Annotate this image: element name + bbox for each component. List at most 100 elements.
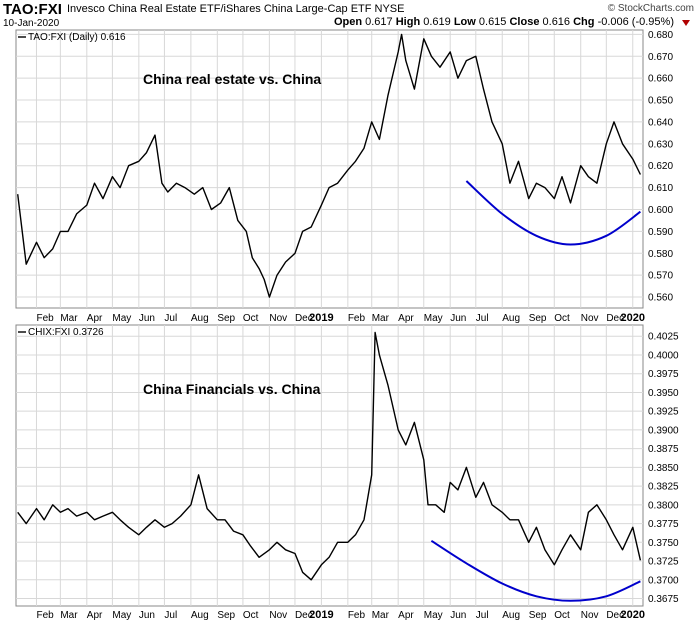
brand-watermark: © StockCharts.com	[607, 3, 694, 14]
y-tick-label: 0.3750	[648, 538, 679, 549]
x-tick-label: Aug	[502, 610, 520, 621]
y-tick-label: 0.630	[648, 139, 673, 150]
x-tick-label: Jul	[164, 610, 177, 621]
y-tick-label: 0.3925	[648, 407, 679, 418]
x-tick-label: May	[112, 313, 131, 324]
x-tick-label: Dec	[606, 610, 624, 621]
x-tick-label: 2020	[621, 312, 645, 324]
panel-annotation: China Financials vs. China	[143, 381, 321, 397]
x-tick-label: 2020	[621, 609, 645, 621]
low-label: Low	[453, 16, 476, 28]
x-tick-label: Aug	[191, 313, 209, 324]
chg-value: -0.006 (-0.95%)	[597, 16, 674, 28]
y-tick-label: 0.3825	[648, 482, 679, 493]
price-series-line	[17, 331, 642, 581]
y-tick-label: 0.600	[648, 205, 673, 216]
y-tick-label: 0.3725	[648, 557, 679, 568]
price-series-line	[17, 33, 642, 298]
x-tick-label: Oct	[554, 610, 570, 621]
x-tick-label: Sep	[217, 610, 235, 621]
y-tick-label: 0.580	[648, 249, 673, 260]
x-tick-label: Mar	[372, 610, 390, 621]
chart-date: 10-Jan-2020	[3, 18, 60, 29]
symbol-description: Invesco China Real Estate ETF/iShares Ch…	[67, 3, 405, 15]
y-tick-label: 0.3900	[648, 425, 679, 436]
x-tick-label: Sep	[529, 610, 547, 621]
panel-legend-label: TAO:FXI (Daily) 0.616	[28, 32, 126, 43]
x-tick-label: Mar	[60, 313, 78, 324]
x-tick-label: Apr	[87, 610, 103, 621]
x-tick-label: Jun	[450, 313, 466, 324]
chg-label: Chg	[573, 16, 595, 28]
y-tick-label: 0.3700	[648, 575, 679, 586]
y-tick-label: 0.3850	[648, 463, 679, 474]
x-tick-label: Feb	[348, 313, 366, 324]
y-tick-label: 0.3975	[648, 369, 679, 380]
chart-panel-2: 0.3675 0.3700 0.3725 0.3750 0.3775 0.3800 0.38…	[15, 324, 679, 621]
x-tick-label: Feb	[36, 610, 54, 621]
y-tick-label: 0.620	[648, 161, 673, 172]
y-tick-label: 0.640	[648, 117, 673, 128]
x-tick-label: Jul	[164, 313, 177, 324]
x-tick-label: Sep	[529, 313, 547, 324]
x-tick-label: Nov	[581, 610, 599, 621]
trend-curve	[465, 180, 641, 246]
x-tick-label: Aug	[502, 313, 520, 324]
y-tick-label: 0.670	[648, 52, 673, 63]
x-tick-label: Jul	[476, 313, 489, 324]
panel-legend-label: CHIX:FXI 0.3726	[28, 327, 104, 338]
x-tick-label: Apr	[398, 313, 414, 324]
chart-header: TAO:FXI Invesco China Real Estate ETF/iS…	[0, 0, 700, 30]
x-tick-label: Aug	[191, 610, 209, 621]
x-tick-label: Apr	[398, 610, 414, 621]
x-tick-label: Oct	[243, 313, 259, 324]
x-tick-label: May	[112, 610, 131, 621]
y-tick-label: 0.3675	[648, 594, 679, 605]
x-tick-label: Dec	[295, 313, 313, 324]
y-tick-label: 0.3950	[648, 388, 679, 399]
x-tick-label: Nov	[269, 610, 287, 621]
plot-frame	[15, 324, 644, 607]
close-label: Close	[509, 16, 540, 28]
x-tick-label: Apr	[87, 313, 103, 324]
y-tick-label: 0.590	[648, 227, 673, 238]
low-value: 0.615	[478, 16, 507, 28]
x-tick-label: Oct	[554, 313, 570, 324]
x-tick-label: Jun	[450, 610, 466, 621]
y-tick-label: 0.660	[648, 74, 673, 85]
x-tick-label: Sep	[217, 313, 235, 324]
x-tick-label: Jun	[139, 610, 155, 621]
x-tick-label: Jun	[139, 313, 155, 324]
chart-panel-1: 0.560 0.570 0.580 0.590 0.600 0.610 0.620 0.630…	[15, 29, 673, 324]
x-tick-label: Jul	[476, 610, 489, 621]
y-tick-label: 0.4025	[648, 332, 679, 343]
trend-curve	[430, 539, 641, 602]
x-tick-label: 2019	[309, 312, 333, 324]
y-tick-label: 0.610	[648, 183, 673, 194]
panel-annotation: China real estate vs. China	[143, 71, 321, 87]
x-tick-label: May	[424, 313, 443, 324]
y-tick-label: 0.3800	[648, 500, 679, 511]
y-tick-label: 0.3875	[648, 444, 679, 455]
ohlc-readout: Open 0.617 High 0.619 Low 0.615 Close 0.…	[334, 16, 674, 28]
y-tick-label: 0.680	[648, 30, 673, 41]
y-tick-label: 0.560	[648, 293, 673, 304]
close-value: 0.616	[542, 16, 571, 28]
x-tick-label: Dec	[295, 610, 313, 621]
x-tick-label: Feb	[36, 313, 54, 324]
x-tick-label: Nov	[581, 313, 599, 324]
x-tick-label: Mar	[372, 313, 390, 324]
y-tick-label: 0.570	[648, 271, 673, 282]
open-label: Open	[333, 16, 363, 28]
x-tick-label: 2019	[309, 609, 333, 621]
symbol-title: TAO:FXI	[3, 1, 62, 18]
plot-frame	[15, 29, 644, 309]
high-label: High	[395, 16, 421, 28]
x-tick-label: Nov	[269, 313, 287, 324]
y-tick-label: 0.650	[648, 96, 673, 107]
x-tick-label: Mar	[60, 610, 78, 621]
y-tick-label: 0.4000	[648, 350, 679, 361]
x-tick-label: Dec	[606, 313, 624, 324]
y-tick-label: 0.3775	[648, 519, 679, 530]
